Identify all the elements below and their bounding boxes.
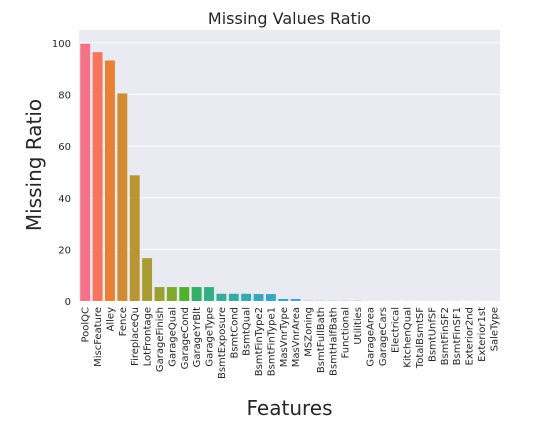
y-tick-label: 80: [58, 91, 71, 102]
y-tick-labels: 0 20 40 60 80 100: [52, 39, 71, 308]
x-tick-label: BsmtExposure: [217, 307, 228, 379]
x-tick-label: BsmtFinType1: [266, 307, 277, 376]
bar-alley: [105, 60, 115, 302]
x-tick-label: MiscFeature: [93, 307, 104, 367]
x-tick-label: MasVnrArea: [291, 307, 302, 367]
bar-bsmtqual: [241, 293, 252, 301]
bar-fence: [117, 93, 128, 302]
x-tick-label: Alley: [105, 307, 116, 332]
x-tick-label: BsmtFinSF1: [452, 307, 463, 365]
x-axis-label: Features: [247, 396, 333, 420]
x-tick-label: MasVnrType: [279, 307, 290, 367]
y-tick-label: 40: [58, 194, 71, 205]
x-tick-label: PoolQC: [81, 307, 92, 343]
x-tick-label: MSZoning: [304, 307, 315, 357]
bar-garagetype: [204, 287, 214, 301]
x-tick-label: BsmtCond: [229, 307, 240, 359]
x-tick-label: Exterior2nd: [465, 307, 476, 365]
bar-lotfrontage: [142, 258, 153, 301]
x-tick-label: BsmtFinType2: [254, 307, 265, 376]
x-tick-label: BsmtQual: [242, 307, 253, 356]
x-tick-labels: PoolQC MiscFeature Alley Fence FireplaceQu Lo…: [81, 307, 501, 379]
bar-miscfeature: [92, 52, 103, 301]
bar-garagefinish: [154, 287, 165, 301]
bars: [80, 43, 499, 302]
bar-garagequal: [166, 287, 177, 301]
x-tick-label: GarageType: [205, 307, 216, 367]
x-tick-label: GarageQual: [167, 307, 178, 367]
x-tick-label: Electrical: [390, 307, 401, 353]
bar-fireplacequ: [129, 175, 140, 301]
x-tick-label: SaleType: [489, 307, 500, 351]
x-tick-label: GarageFinish: [155, 307, 166, 372]
plot-background: [79, 30, 500, 301]
x-tick-label: GarageCond: [180, 307, 191, 369]
x-tick-label: Functional: [341, 307, 352, 358]
x-tick-label: BsmtUnfSF: [427, 307, 438, 362]
x-tick-label: TotalBsmtSF: [415, 307, 426, 369]
x-tick-label: Utilities: [353, 307, 364, 345]
chart-title: Missing Values Ratio: [208, 9, 371, 28]
x-tick-label: Exterior1st: [477, 307, 488, 362]
x-tick-label: GarageCars: [378, 307, 389, 366]
x-tick-label: BsmtHalfBath: [328, 307, 339, 376]
bar-garagecond: [179, 287, 190, 301]
x-tick-label: BsmtFullBath: [316, 307, 327, 373]
bar-bsmtfintype1: [265, 294, 276, 301]
x-tick-label: KitchenQual: [403, 307, 414, 368]
bar-bsmtfintype2: [253, 294, 264, 301]
bar-bsmtcond: [228, 293, 239, 301]
bar-garageyrblt: [191, 287, 202, 301]
bar-masvnrtype: [278, 298, 289, 301]
bar-bsmtexposure: [216, 293, 227, 301]
x-tick-label: FireplaceQu: [130, 307, 141, 366]
y-tick-label: 0: [65, 297, 71, 308]
y-tick-label: 60: [58, 142, 71, 153]
x-tick-label: BsmtFinSF2: [440, 307, 451, 365]
x-tick-label: GarageArea: [365, 307, 376, 367]
bar-masvnrarea: [290, 298, 301, 301]
x-tick-label: GarageYrBlt: [192, 307, 203, 367]
y-tick-label: 20: [58, 245, 71, 256]
bar-poolqc: [80, 43, 91, 301]
y-axis-label: Missing Ratio: [22, 99, 46, 231]
y-tick-label: 100: [52, 39, 71, 50]
x-tick-label: Fence: [118, 307, 129, 336]
x-tick-label: LotFrontage: [143, 307, 154, 366]
